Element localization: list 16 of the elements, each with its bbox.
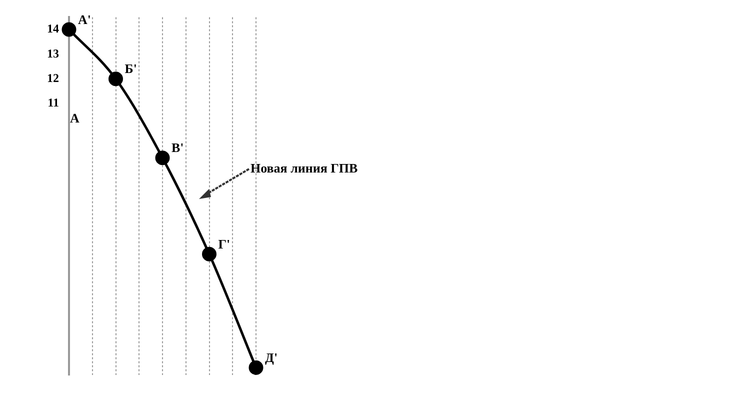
data-label: А' [78,12,91,27]
data-label: Д' [265,350,278,365]
point [108,72,123,86]
annotation: А [70,110,80,126]
data-label: В' [172,140,184,156]
point [155,150,170,166]
point [62,22,76,37]
y-tick-label: 14 [47,22,59,36]
point [248,360,264,375]
data-label: Г' [218,236,230,252]
y-tick-label: 11 [48,96,59,110]
y-tick-label: 13 [47,46,59,60]
data-label: Б' [124,61,137,76]
point [202,246,216,262]
annotation: Новая линия ГПВ [250,160,358,176]
y-tick-label: 12 [47,70,59,85]
